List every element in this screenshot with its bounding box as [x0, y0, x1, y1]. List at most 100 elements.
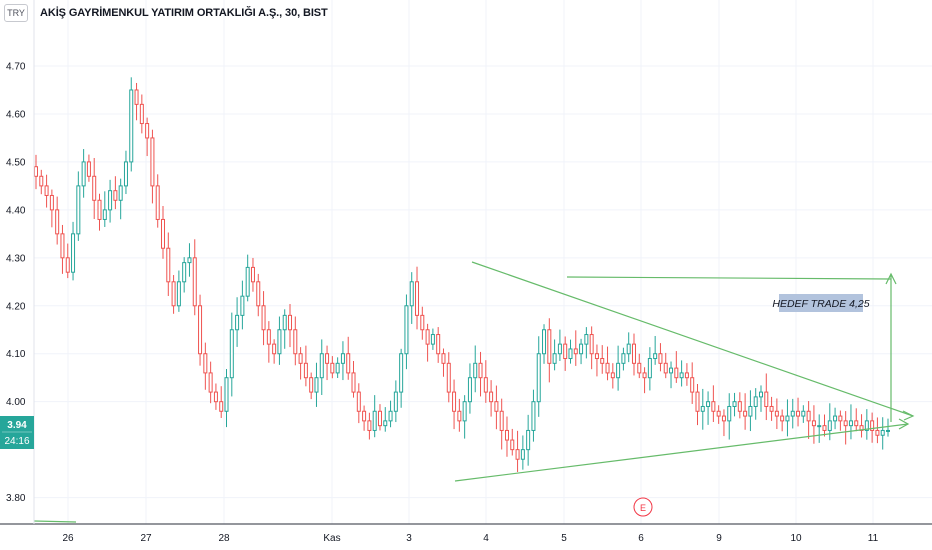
- candle: [764, 373, 769, 421]
- candle: [198, 294, 203, 366]
- candle: [811, 405, 816, 444]
- candle: [102, 191, 107, 227]
- candle: [753, 388, 758, 420]
- candle: [721, 409, 726, 437]
- candle: [266, 321, 271, 363]
- candle: [208, 361, 213, 404]
- candle: [467, 363, 472, 414]
- candle: [303, 345, 308, 387]
- candle: [695, 383, 700, 426]
- candle: [282, 309, 287, 349]
- candle: [796, 397, 801, 427]
- last-price-label: 3.94 24:16: [0, 416, 34, 449]
- candle: [573, 330, 578, 366]
- candle: [250, 257, 255, 292]
- candle: [245, 254, 250, 302]
- candle: [76, 171, 81, 241]
- y-tick-label: 4.30: [6, 253, 26, 264]
- candle: [584, 327, 589, 359]
- candle: [790, 398, 795, 429]
- x-axis-labels: 26 27 28 Kas 3 4 5 6 9 10 11: [62, 533, 878, 544]
- candle: [351, 361, 356, 398]
- candle: [700, 388, 705, 430]
- candle: [600, 345, 605, 374]
- candles: [34, 77, 890, 473]
- candle: [589, 326, 594, 370]
- candle: [436, 327, 441, 363]
- target-annotation-label: HEDEF TRADE 4,25: [772, 298, 869, 310]
- candle: [441, 348, 446, 377]
- candle: [748, 390, 753, 432]
- upper-arrowhead-icon: [902, 410, 915, 421]
- currency-badge[interactable]: TRY: [4, 4, 28, 22]
- candle: [504, 416, 509, 457]
- candle: [118, 178, 123, 220]
- lower-arrowhead-icon: [898, 418, 910, 430]
- candle: [483, 360, 488, 403]
- candle: [293, 316, 298, 366]
- candle: [192, 239, 197, 316]
- candle: [626, 332, 631, 363]
- candle: [838, 410, 843, 431]
- candle: [690, 362, 695, 404]
- candle: [642, 367, 647, 394]
- candle: [769, 396, 774, 421]
- candle: [462, 395, 467, 439]
- candle: [166, 232, 171, 296]
- candle: [621, 347, 626, 371]
- candle: [71, 221, 76, 281]
- candle: [272, 339, 277, 364]
- y-tick-label: 4.50: [6, 157, 26, 168]
- candle: [716, 405, 721, 424]
- target-arrowhead-icon: [885, 272, 897, 285]
- x-tick-label: 28: [218, 533, 230, 544]
- bar-countdown: 24:16: [4, 436, 29, 447]
- y-axis-labels: 3.80 4.00 4.10 4.20 4.30 4.40 4.50 4.60 4.70: [6, 62, 26, 505]
- candle: [780, 409, 785, 432]
- candle: [515, 430, 520, 473]
- candle: [372, 395, 377, 438]
- candle: [446, 352, 451, 403]
- candle: [383, 407, 388, 432]
- candle: [404, 294, 409, 370]
- candle: [356, 383, 361, 424]
- symbol-title: AKİŞ GAYRİMENKUL YATIRIM ORTAKLIĞI A.Ş.,…: [40, 7, 328, 19]
- candle: [224, 369, 229, 428]
- candle: [340, 341, 345, 381]
- candle: [478, 351, 483, 397]
- candle: [409, 272, 414, 324]
- target-annotation[interactable]: HEDEF TRADE 4,25: [772, 294, 870, 312]
- candle: [785, 399, 790, 437]
- candle: [594, 344, 599, 377]
- candle: [875, 417, 880, 444]
- x-tick-label: 26: [62, 533, 74, 544]
- candle: [145, 117, 150, 157]
- candle: [859, 414, 864, 438]
- candle: [886, 418, 890, 437]
- candle: [256, 273, 261, 317]
- candle: [288, 304, 293, 348]
- candle: [706, 391, 711, 425]
- x-tick-label: 3: [406, 533, 412, 544]
- last-price-value: 3.94: [7, 420, 27, 431]
- candle: [848, 404, 853, 440]
- target-horizontal-line: [566, 276, 892, 280]
- y-tick-label: 4.70: [6, 62, 26, 73]
- trend-drawings: [33, 261, 915, 523]
- candle: [219, 386, 224, 418]
- candle: [663, 352, 668, 379]
- candle: [833, 407, 838, 430]
- candle: [563, 336, 568, 371]
- candle: [213, 383, 218, 410]
- candle: [49, 189, 54, 228]
- candle: [240, 280, 245, 330]
- x-tick-label: 6: [638, 533, 644, 544]
- candle: [314, 362, 319, 407]
- earnings-event-marker[interactable]: E: [633, 497, 653, 517]
- candle: [399, 348, 404, 408]
- candle: [658, 343, 663, 372]
- candle: [568, 339, 573, 364]
- candle: [330, 356, 335, 379]
- candle: [108, 179, 113, 223]
